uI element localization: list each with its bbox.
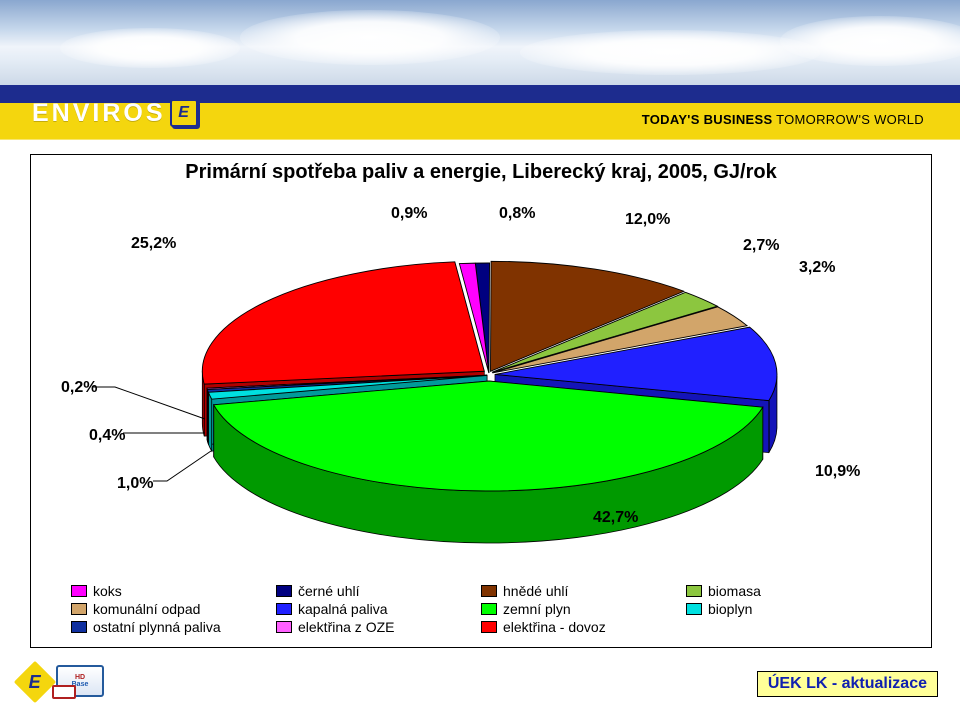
pie-chart <box>31 155 931 575</box>
legend-swatch <box>276 621 292 633</box>
legend-swatch <box>71 621 87 633</box>
legend-label: ostatní plynná paliva <box>93 619 221 635</box>
pct-label: 42,7% <box>593 509 638 527</box>
legend-label: hnědé uhlí <box>503 583 568 599</box>
legend-swatch <box>276 585 292 597</box>
legend-swatch <box>481 603 497 615</box>
pct-label: 3,2% <box>799 259 835 277</box>
pct-label: 25,2% <box>131 235 176 253</box>
brand-logo: ENVIROS E <box>32 94 198 132</box>
legend-label: elektřina - dovoz <box>503 619 606 635</box>
legend-swatch <box>686 603 702 615</box>
legend-item: komunální odpad <box>71 601 276 617</box>
legend-label: koks <box>93 583 122 599</box>
legend-item: černé uhlí <box>276 583 481 599</box>
chart-panel: Primární spotřeba paliv a energie, Liber… <box>30 154 932 648</box>
legend-label: zemní plyn <box>503 601 571 617</box>
pct-label: 12,0% <box>625 211 670 229</box>
legend-item: zemní plyn <box>481 601 686 617</box>
legend-label: kapalná paliva <box>298 601 388 617</box>
brand-tagline: TODAY'S BUSINESS TOMORROW'S WORLD <box>642 112 924 127</box>
legend-item: bioplyn <box>686 601 891 617</box>
legend-item: elektřina z OZE <box>276 619 481 635</box>
pct-label: 0,2% <box>61 379 97 397</box>
hdbase-icon: HD Base <box>56 665 104 697</box>
legend-swatch <box>276 603 292 615</box>
pct-label: 0,9% <box>391 205 427 223</box>
footer-caption: ÚEK LK - aktualizace <box>757 671 938 697</box>
legend-label: elektřina z OZE <box>298 619 394 635</box>
diamond-icon: E <box>14 661 56 703</box>
sky-backdrop <box>0 0 960 85</box>
legend: koks černé uhlí hnědé uhlí biomasa komunální… <box>71 583 891 637</box>
legend-swatch <box>481 621 497 633</box>
header-banner: ENVIROS E TODAY'S BUSINESS TOMORROW'S WO… <box>0 0 960 142</box>
legend-item: kapalná paliva <box>276 601 481 617</box>
legend-label: černé uhlí <box>298 583 359 599</box>
pct-label: 0,4% <box>89 427 125 445</box>
pct-label: 1,0% <box>117 475 153 493</box>
legend-item: ostatní plynná paliva <box>71 619 276 635</box>
pct-label: 10,9% <box>815 463 860 481</box>
legend-label: biomasa <box>708 583 761 599</box>
legend-swatch <box>71 585 87 597</box>
footer-badges: E HD Base <box>20 665 104 697</box>
legend-item: biomasa <box>686 583 891 599</box>
brand-badge: E <box>170 99 198 127</box>
pct-label: 0,8% <box>499 205 535 223</box>
legend-item: elektřina - dovoz <box>481 619 686 635</box>
legend-swatch <box>686 585 702 597</box>
legend-swatch <box>71 603 87 615</box>
pct-label: 2,7% <box>743 237 779 255</box>
legend-swatch <box>481 585 497 597</box>
legend-item: hnědé uhlí <box>481 583 686 599</box>
legend-item: koks <box>71 583 276 599</box>
brand-name: ENVIROS <box>32 99 166 128</box>
legend-label: bioplyn <box>708 601 752 617</box>
legend-label: komunální odpad <box>93 601 200 617</box>
